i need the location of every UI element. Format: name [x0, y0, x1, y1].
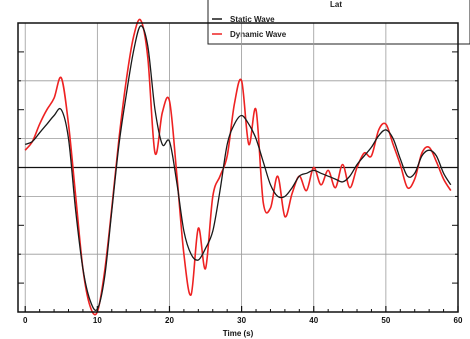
legend-entry-dynamic: Dynamic Wave	[230, 30, 287, 39]
x-tick-label: 0	[23, 316, 28, 325]
legend: Lat Static Wave Dynamic Wave	[207, 0, 470, 45]
static-wave-line	[24, 25, 452, 311]
grid	[18, 23, 458, 312]
x-axis-title: Time (s)	[223, 329, 254, 338]
x-tick-label: 20	[165, 316, 174, 325]
x-tick-label: 50	[381, 316, 390, 325]
x-tick-label: 40	[309, 316, 318, 325]
x-tick-label: 60	[454, 316, 463, 325]
x-tick-label: 30	[237, 316, 246, 325]
legend-title: Lat	[330, 0, 342, 9]
legend-box	[207, 0, 470, 45]
legend-entry-static: Static Wave	[230, 15, 275, 24]
x-tick-label: 10	[93, 316, 102, 325]
x-tick-labels: 0 10 20 30 40 50 60	[23, 316, 463, 325]
tick-marks	[18, 22, 459, 313]
